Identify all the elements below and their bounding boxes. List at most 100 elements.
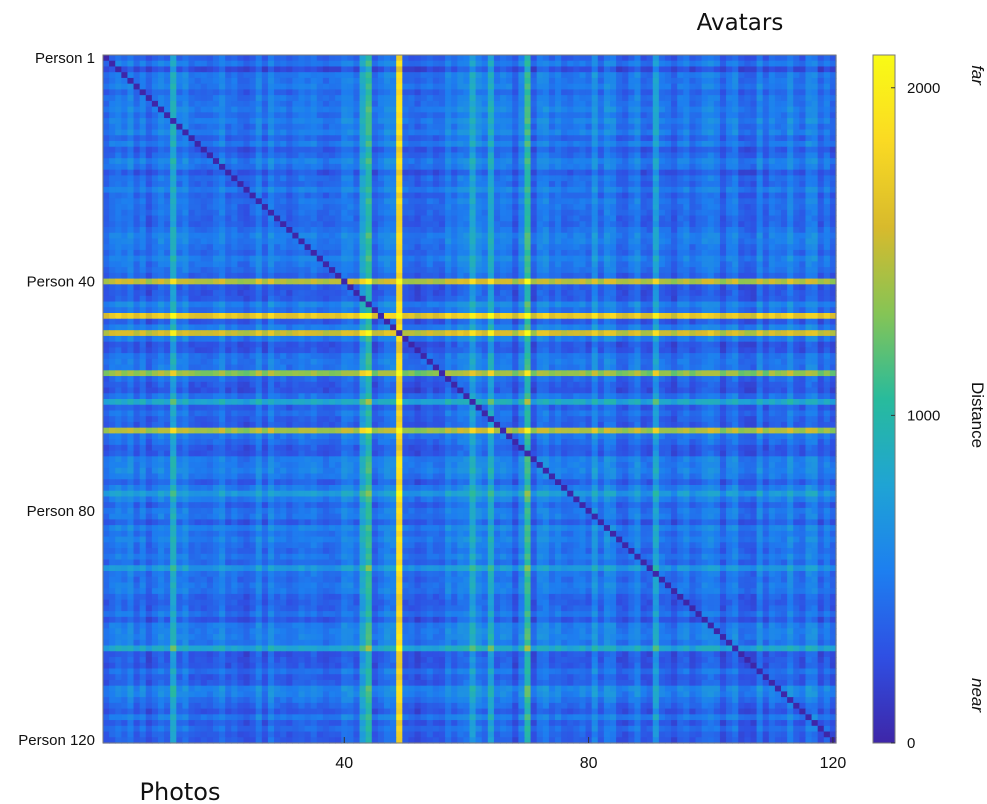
heatmap-cell <box>225 209 232 217</box>
heatmap-cell <box>823 72 831 79</box>
heatmap-cell <box>463 60 471 68</box>
heatmap-cell <box>420 272 428 280</box>
heatmap-cell <box>481 66 489 73</box>
heatmap-cell <box>634 89 642 96</box>
heatmap-cell <box>500 55 507 62</box>
heatmap-cell <box>432 186 440 194</box>
heatmap-cell <box>164 146 171 154</box>
heatmap-cell <box>231 129 238 136</box>
heatmap-cell <box>481 261 489 268</box>
heatmap-cell <box>445 186 452 194</box>
heatmap-cell <box>500 255 507 262</box>
heatmap-cell <box>365 158 373 165</box>
heatmap-cell <box>616 284 623 291</box>
heatmap-cell <box>664 60 672 68</box>
heatmap-cell <box>493 129 501 136</box>
heatmap-cell <box>512 146 519 154</box>
heatmap-cell <box>542 181 550 188</box>
heatmap-cell <box>744 192 752 199</box>
heatmap-cell <box>493 66 501 73</box>
heatmap-cell <box>335 221 342 228</box>
heatmap-cell <box>707 181 715 188</box>
heatmap-cell <box>634 152 642 159</box>
heatmap-cell <box>371 72 379 79</box>
heatmap-cell <box>567 192 574 199</box>
heatmap-cell <box>243 77 251 85</box>
heatmap-cell <box>793 238 800 245</box>
heatmap-cell <box>206 181 214 188</box>
heatmap-cell <box>237 66 245 73</box>
heatmap-cell <box>750 284 758 291</box>
heatmap-cell <box>768 141 776 148</box>
heatmap-cell <box>713 55 721 62</box>
heatmap-cell <box>280 255 287 262</box>
heatmap-cell <box>457 192 464 199</box>
heatmap-cell <box>329 106 336 113</box>
heatmap-cell <box>286 106 293 113</box>
heatmap-cell <box>139 141 147 148</box>
heatmap-cell <box>139 169 147 176</box>
heatmap-cell <box>426 255 434 262</box>
heatmap-cell <box>432 60 440 68</box>
heatmap-cell <box>628 95 636 102</box>
heatmap-cell <box>103 60 110 68</box>
heatmap-cell <box>726 158 733 165</box>
heatmap-cell <box>793 72 800 79</box>
heatmap-cell <box>335 89 342 96</box>
heatmap-cell <box>500 238 507 245</box>
heatmap-cell <box>817 181 825 188</box>
heatmap-cell <box>206 209 214 217</box>
heatmap-cell <box>451 89 458 96</box>
heatmap-cell <box>206 95 214 102</box>
heatmap-cell <box>231 158 238 165</box>
heatmap-cell <box>481 77 489 85</box>
heatmap-cell <box>787 163 794 171</box>
heatmap-cell <box>371 89 379 96</box>
heatmap-cell <box>628 198 636 205</box>
heatmap-cell <box>689 141 697 148</box>
heatmap-cell <box>396 284 403 291</box>
heatmap-cell <box>530 163 538 171</box>
heatmap-cell <box>157 249 165 257</box>
heatmap-cell <box>347 55 355 62</box>
heatmap-cell <box>316 278 324 285</box>
heatmap-cell <box>829 152 837 159</box>
heatmap-cell <box>701 60 709 68</box>
heatmap-cell <box>438 100 446 108</box>
heatmap-cell <box>139 198 147 205</box>
heatmap-cell <box>243 272 251 280</box>
heatmap-cell <box>396 244 403 251</box>
heatmap-cell <box>500 175 507 182</box>
heatmap-cell <box>237 198 245 205</box>
heatmap-cell <box>683 95 690 102</box>
heatmap-cell <box>603 204 611 211</box>
heatmap-cell <box>548 227 556 234</box>
heatmap-cell <box>701 72 709 79</box>
heatmap-cell <box>750 278 758 285</box>
heatmap-cell <box>793 227 800 234</box>
heatmap-cell <box>628 284 636 291</box>
heatmap-cell <box>475 278 483 285</box>
heatmap-cell <box>561 186 568 194</box>
heatmap-cell <box>457 89 464 96</box>
heatmap-cell <box>194 272 202 280</box>
heatmap-cell <box>237 221 245 228</box>
heatmap-cell <box>298 89 306 96</box>
heatmap-cell <box>579 118 587 125</box>
heatmap-cell <box>652 77 660 85</box>
heatmap-cell <box>200 163 208 171</box>
heatmap-cell <box>603 278 611 285</box>
heatmap-cell <box>536 186 544 194</box>
heatmap-cell <box>280 152 287 159</box>
heatmap-cell <box>353 60 361 68</box>
heatmap-cell <box>371 221 379 228</box>
heatmap-cell <box>622 146 629 154</box>
heatmap-cell <box>414 152 422 159</box>
heatmap-cell <box>787 55 794 62</box>
heatmap-cell <box>561 89 568 96</box>
heatmap-cell <box>518 100 526 108</box>
heatmap-cell <box>487 135 495 142</box>
heatmap-cell <box>280 77 287 85</box>
heatmap-cell <box>823 129 831 136</box>
heatmap-cell <box>426 227 434 234</box>
